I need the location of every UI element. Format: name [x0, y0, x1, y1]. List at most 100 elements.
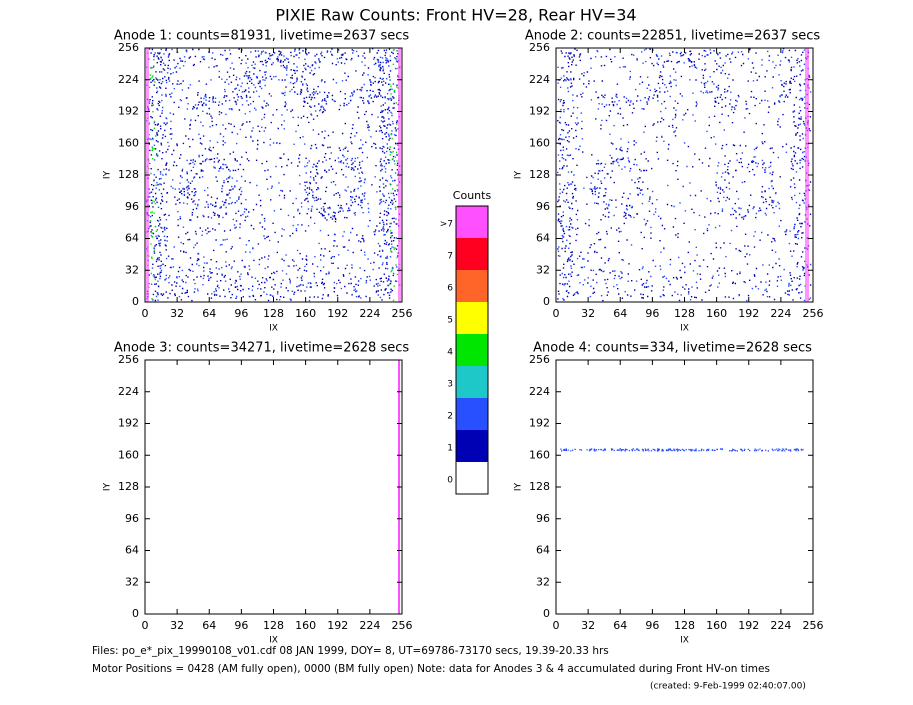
x-tick-label: 96 [234, 619, 248, 632]
plot-frame [555, 47, 814, 303]
y-tick-label: 128 [529, 168, 550, 181]
y-axis-label: IY [103, 482, 113, 491]
x-axis-label: IX [269, 636, 278, 646]
panel-title: Anode 3: counts=34271, livetime=2628 sec… [114, 341, 410, 356]
colorbar-label: 3 [447, 380, 453, 390]
x-axis-label: IX [680, 636, 689, 646]
x-tick-label: 256 [392, 619, 413, 632]
x-tick-label: 96 [234, 307, 248, 320]
x-tick-label: 32 [170, 307, 184, 320]
image-texture [557, 48, 812, 302]
y-tick-label: 160 [118, 136, 139, 149]
y-tick-label: 64 [536, 232, 550, 245]
y-tick-label: 96 [125, 512, 139, 525]
x-tick-label: 224 [770, 307, 791, 320]
colorbar-title: Counts [453, 189, 492, 202]
y-tick-label: 256 [118, 41, 139, 54]
y-tick-label: 0 [132, 295, 139, 308]
x-tick-label: 64 [202, 307, 216, 320]
x-tick-label: 256 [803, 619, 824, 632]
x-tick-label: 192 [738, 619, 759, 632]
x-tick-label: 64 [613, 307, 627, 320]
x-tick-label: 224 [770, 619, 791, 632]
footer-line: Motor Positions = 0428 (AM fully open), … [92, 663, 770, 675]
y-tick-label: 0 [543, 295, 550, 308]
y-tick-label: 160 [529, 448, 550, 461]
x-tick-label: 160 [706, 619, 727, 632]
x-tick-label: 64 [202, 619, 216, 632]
x-tick-label: 0 [553, 619, 560, 632]
footer-line: Files: po_e*_pix_19990108_v01.cdf 08 JAN… [92, 645, 609, 657]
colorbar-cell [456, 302, 488, 334]
x-tick-label: 224 [359, 619, 380, 632]
y-axis-label: IY [514, 170, 524, 179]
y-tick-label: 128 [118, 168, 139, 181]
x-tick-label: 160 [706, 307, 727, 320]
colorbar-frame [455, 205, 489, 495]
y-tick-label: 192 [118, 417, 139, 430]
colorbar-cell [456, 462, 488, 494]
footer-line: (created: 9-Feb-1999 02:40:07.00) [650, 682, 806, 692]
plot-frame [144, 359, 403, 615]
y-tick-label: 64 [125, 232, 139, 245]
plot-frame [144, 47, 403, 303]
colorbar-label: 4 [447, 348, 453, 358]
x-tick-label: 32 [581, 619, 595, 632]
x-tick-label: 256 [392, 307, 413, 320]
x-tick-label: 128 [263, 619, 284, 632]
y-tick-label: 224 [529, 73, 550, 86]
y-tick-label: 192 [529, 105, 550, 118]
x-tick-label: 224 [359, 307, 380, 320]
colorbar-cell [456, 334, 488, 366]
image-texture [146, 48, 401, 302]
colorbar-cell [456, 270, 488, 302]
y-tick-label: 160 [118, 448, 139, 461]
colorbar-label: 5 [447, 316, 453, 326]
colorbar-label: 6 [447, 284, 453, 294]
y-tick-label: 64 [125, 544, 139, 557]
y-tick-label: 160 [529, 136, 550, 149]
y-tick-label: 32 [125, 575, 139, 588]
panel-title: Anode 1: counts=81931, livetime=2637 sec… [114, 29, 410, 44]
x-tick-label: 256 [803, 307, 824, 320]
colorbar-label: 0 [447, 476, 453, 486]
x-tick-label: 160 [295, 619, 316, 632]
plot-frame [555, 359, 814, 615]
x-tick-label: 128 [674, 307, 695, 320]
x-axis-label: IX [269, 324, 278, 334]
y-tick-label: 96 [125, 200, 139, 213]
y-tick-label: 256 [118, 353, 139, 366]
x-tick-label: 64 [613, 619, 627, 632]
image-texture [560, 448, 804, 452]
panel-title: Anode 4: counts=334, livetime=2628 secs [533, 341, 812, 356]
y-tick-label: 32 [536, 575, 550, 588]
colorbar-cell [456, 238, 488, 270]
colorbar-label: 7 [447, 252, 453, 262]
y-tick-label: 32 [125, 263, 139, 276]
y-tick-label: 0 [543, 607, 550, 620]
x-tick-label: 0 [142, 619, 149, 632]
x-tick-label: 192 [327, 619, 348, 632]
image-texture [805, 48, 809, 302]
x-tick-label: 32 [581, 307, 595, 320]
y-tick-label: 128 [118, 480, 139, 493]
y-axis-label: IY [103, 170, 113, 179]
colorbar-cell [456, 206, 488, 238]
y-tick-label: 32 [536, 263, 550, 276]
y-tick-label: 96 [536, 200, 550, 213]
x-tick-label: 192 [738, 307, 759, 320]
y-axis-label: IY [514, 482, 524, 491]
colorbar-cell [456, 430, 488, 462]
y-tick-label: 192 [118, 105, 139, 118]
x-tick-label: 32 [170, 619, 184, 632]
y-tick-label: 256 [529, 41, 550, 54]
y-tick-label: 0 [132, 607, 139, 620]
x-tick-label: 160 [295, 307, 316, 320]
x-tick-label: 128 [674, 619, 695, 632]
y-tick-label: 192 [529, 417, 550, 430]
image-texture [146, 48, 400, 302]
y-tick-label: 224 [529, 385, 550, 398]
x-tick-label: 96 [645, 619, 659, 632]
x-tick-label: 0 [553, 307, 560, 320]
